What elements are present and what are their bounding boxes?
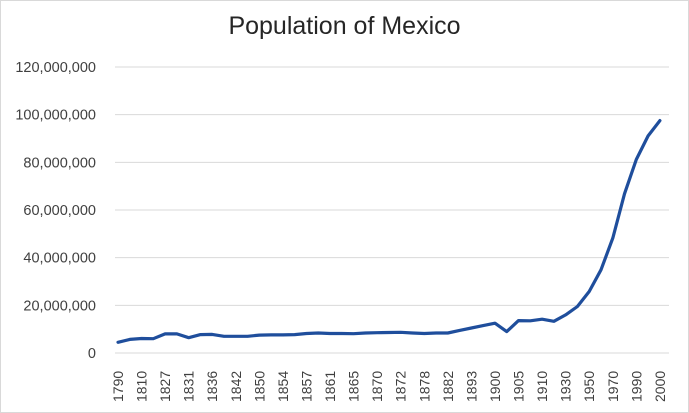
x-tick-label: 1882 xyxy=(440,371,456,402)
x-tick-label: 1870 xyxy=(369,371,385,402)
y-tick-label: 0 xyxy=(88,346,96,362)
y-tick-label: 100,000,000 xyxy=(15,108,96,124)
x-tick-label: 1861 xyxy=(322,371,338,402)
x-tick-label: 1950 xyxy=(581,371,597,402)
x-tick-label: 1905 xyxy=(511,371,527,402)
x-tick-label: 1872 xyxy=(393,371,409,402)
x-tick-label: 1850 xyxy=(251,371,267,402)
x-tick-label: 1842 xyxy=(228,371,244,402)
x-tick-label: 1990 xyxy=(628,371,644,402)
series-line xyxy=(116,118,662,344)
y-tick-label: 60,000,000 xyxy=(23,203,96,219)
chart-title: Population of Mexico xyxy=(228,12,461,40)
y-tick-label: 20,000,000 xyxy=(23,298,96,314)
x-axis-ticks: 1790 1810 1827 1831 1836 1842 1850 1854 1857 1861… xyxy=(110,371,668,402)
gridlines xyxy=(115,66,669,354)
x-tick-label: 1865 xyxy=(346,371,362,402)
y-tick-label: 80,000,000 xyxy=(23,155,96,171)
x-tick-label: 1930 xyxy=(558,371,574,402)
y-axis-ticks: 0 20,000,000 40,000,000 60,000,000 80,000,00… xyxy=(15,60,96,362)
x-tick-label: 1893 xyxy=(463,371,479,402)
x-tick-label: 1854 xyxy=(275,371,291,402)
y-tick-label: 120,000,000 xyxy=(15,60,96,76)
x-tick-label: 1878 xyxy=(416,371,432,402)
series-layer xyxy=(116,118,662,344)
x-tick-label: 1857 xyxy=(298,371,314,402)
x-tick-label: 2000 xyxy=(652,371,668,402)
x-tick-label: 1910 xyxy=(534,371,550,402)
y-tick-label: 40,000,000 xyxy=(23,251,96,267)
x-tick-label: 1900 xyxy=(487,371,503,402)
x-tick-label: 1810 xyxy=(134,371,150,402)
x-tick-label: 1831 xyxy=(181,371,197,402)
x-tick-label: 1836 xyxy=(204,371,220,402)
x-tick-label: 1790 xyxy=(110,371,126,402)
x-tick-label: 1970 xyxy=(605,371,621,402)
x-tick-label: 1827 xyxy=(157,371,173,402)
